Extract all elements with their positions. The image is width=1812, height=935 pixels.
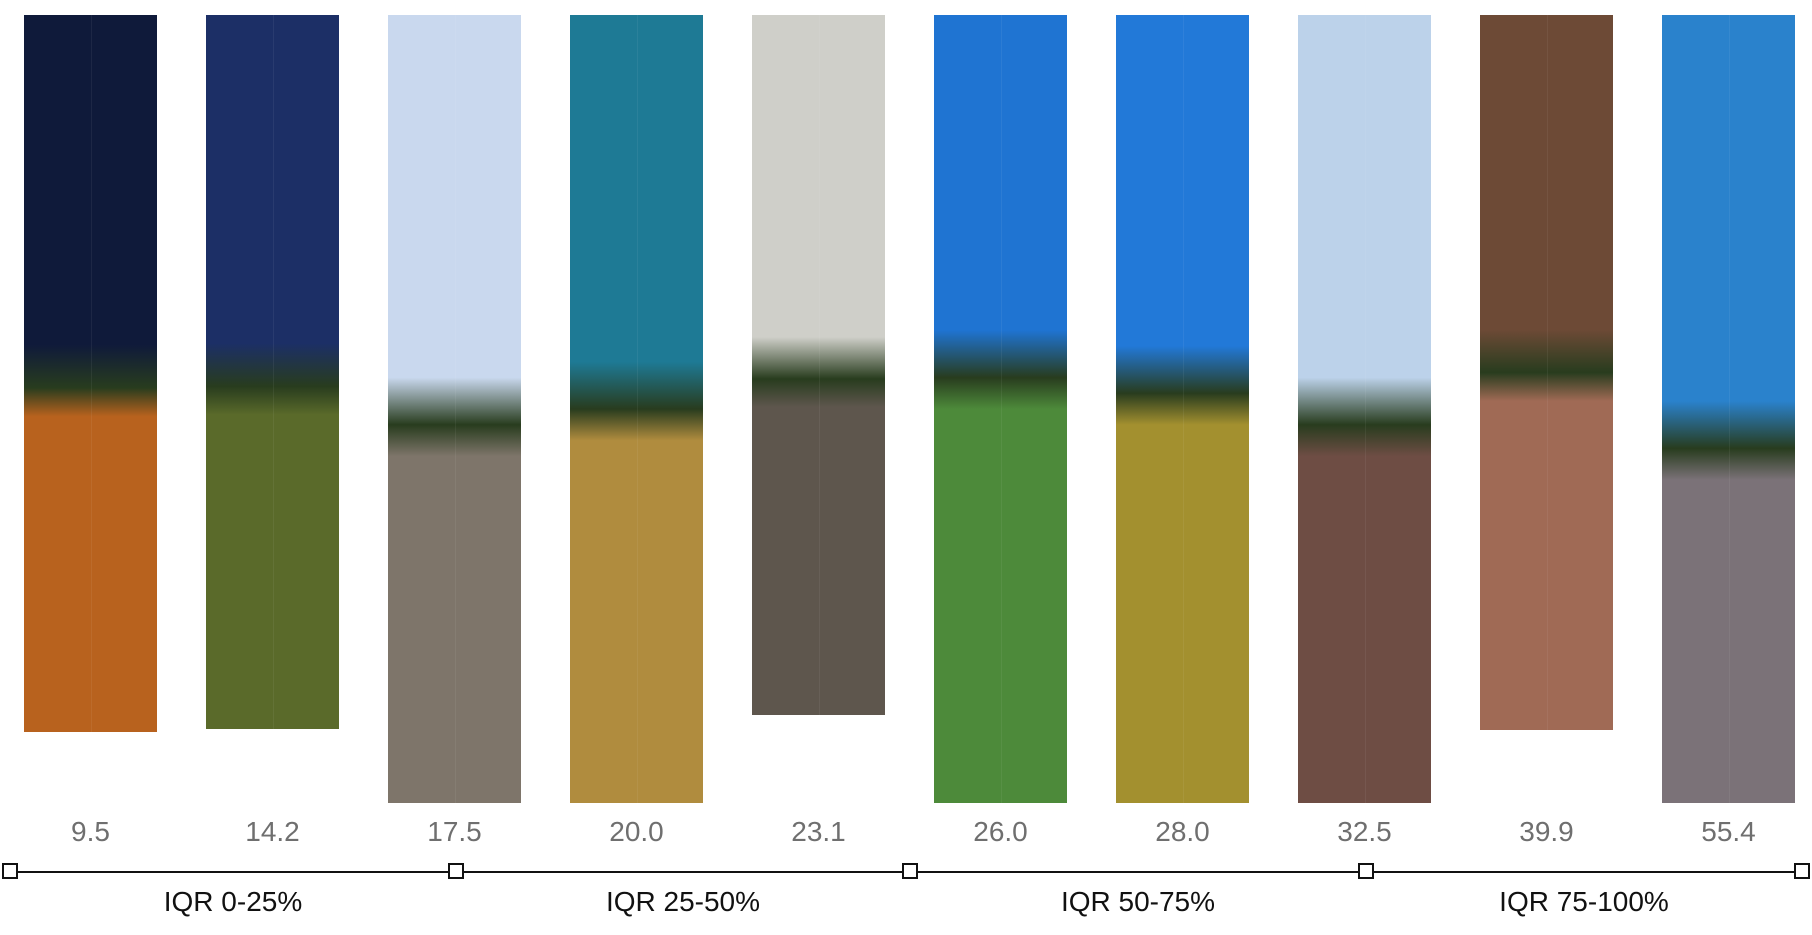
panorama-value-label: 17.5 — [427, 816, 482, 847]
panorama-strip — [1662, 15, 1795, 803]
panorama-strip — [388, 15, 521, 803]
panorama-strip — [934, 15, 1067, 803]
quartile-axis: IQR 0-25% IQR 25-50% IQR 50-75% IQR 75-100% — [0, 855, 1812, 935]
panorama-strip — [1116, 15, 1249, 803]
panorama-value-label: 55.4 — [1701, 816, 1756, 847]
panorama-value-label: 20.0 — [609, 816, 664, 847]
quartile-label: IQR 75-100% — [1499, 886, 1669, 917]
panorama-value-label: 32.5 — [1337, 816, 1392, 847]
panorama-strip — [1480, 15, 1613, 730]
panorama-strip — [570, 15, 703, 803]
axis-tick-marker — [1794, 863, 1810, 879]
axis-tick-marker — [902, 863, 918, 879]
panorama-value-label: 9.5 — [71, 816, 110, 847]
axis-tick-marker — [448, 863, 464, 879]
panorama-value-label: 28.0 — [1155, 816, 1210, 847]
quartile-label: IQR 50-75% — [1060, 886, 1216, 917]
axis-tick-marker — [1358, 863, 1374, 879]
panorama-strip — [752, 15, 885, 715]
panorama-value-label: 23.1 — [791, 816, 846, 847]
panorama-value-label: 14.2 — [245, 816, 300, 847]
quartile-label: IQR 25-50% — [605, 886, 761, 917]
panorama-strip — [24, 15, 157, 732]
panorama-value-label: 39.9 — [1519, 816, 1574, 847]
axis-tick-marker — [2, 863, 18, 879]
panorama-strip — [206, 15, 339, 729]
panorama-value-label: 26.0 — [973, 816, 1028, 847]
panorama-strip — [1298, 15, 1431, 803]
quartile-label: IQR 0-25% — [163, 886, 303, 917]
